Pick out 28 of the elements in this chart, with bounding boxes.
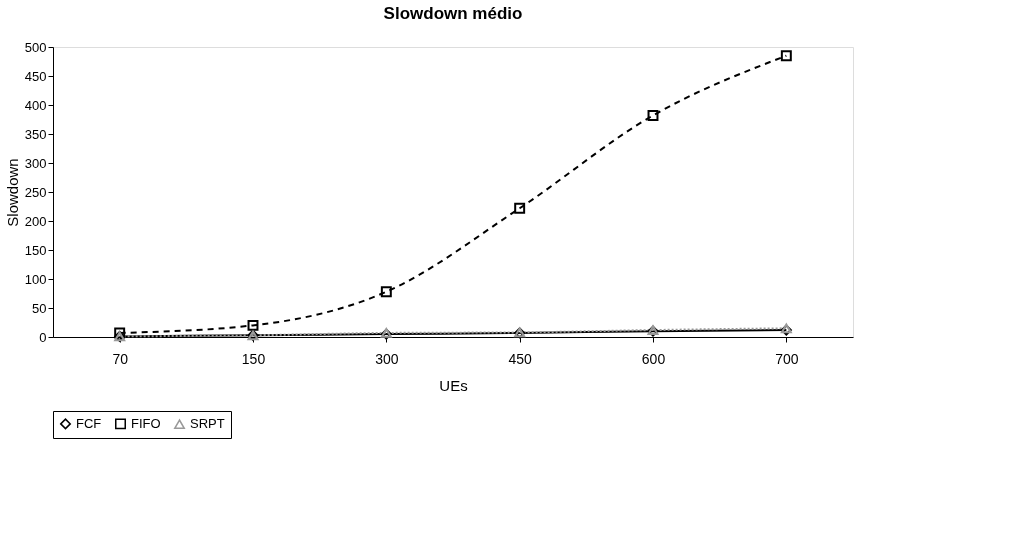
y-tick-label: 450 — [24, 68, 47, 84]
chart-title: Slowdown médio — [383, 4, 523, 23]
point — [380, 286, 392, 298]
y-tick-label: 50 — [32, 300, 47, 316]
x-tick-label: 700 — [775, 350, 799, 367]
legend-label: SRPT — [190, 416, 225, 432]
x-axis-title: UEs — [439, 376, 468, 394]
y-tick-label: 500 — [24, 39, 47, 55]
legend-label: FIFO — [131, 415, 161, 431]
point — [647, 109, 659, 121]
point — [514, 202, 526, 214]
y-tick-label: 0 — [39, 329, 47, 345]
point — [247, 319, 259, 331]
y-axis-title: Slowdown — [3, 158, 21, 227]
x-tick-label: 450 — [508, 350, 533, 367]
x-tick-label: 600 — [641, 350, 666, 367]
x-tick-label: 300 — [375, 350, 399, 367]
y-tick-label: 250 — [24, 184, 47, 200]
y-tick-label: 350 — [24, 126, 47, 142]
legend-label: FCF — [76, 415, 102, 431]
x-tick-label: 70 — [112, 350, 129, 367]
y-tick-label: 150 — [24, 242, 47, 258]
point — [780, 50, 792, 62]
x-tick-label: 150 — [241, 350, 266, 367]
y-tick-label: 400 — [24, 97, 47, 113]
y-tick-label: 200 — [24, 213, 47, 229]
y-tick-label: 100 — [24, 271, 47, 287]
y-tick-label: 300 — [24, 155, 47, 171]
